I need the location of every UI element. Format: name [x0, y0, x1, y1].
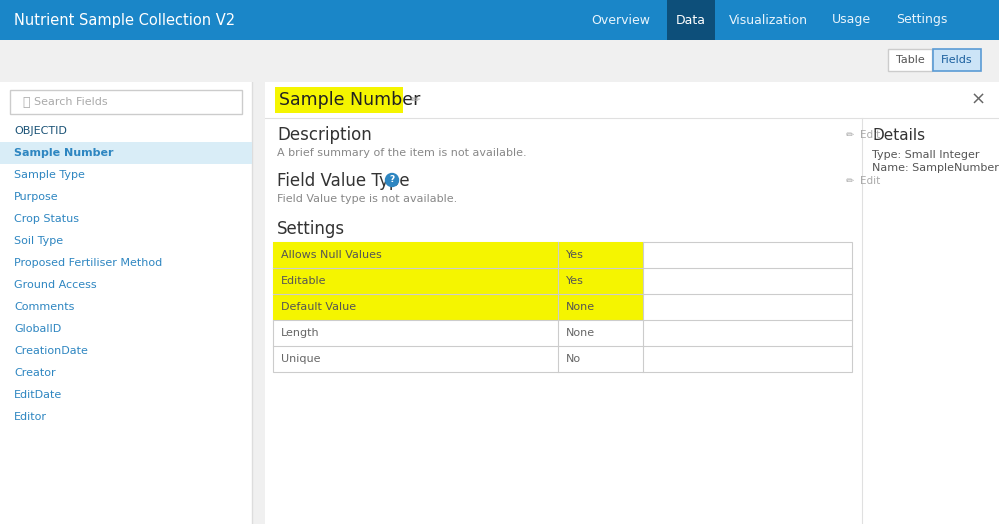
Text: Field Value Type: Field Value Type [277, 172, 410, 190]
Text: ×: × [970, 91, 986, 109]
Text: Proposed Fertiliser Method: Proposed Fertiliser Method [14, 258, 162, 268]
Text: Settings: Settings [277, 220, 345, 238]
Text: A brief summary of the item is not available.: A brief summary of the item is not avail… [277, 148, 526, 158]
Text: CreationDate: CreationDate [14, 346, 88, 356]
Text: Editor: Editor [14, 412, 47, 422]
Bar [0, 0, 999, 40]
Text: Editable: Editable [281, 276, 327, 286]
Text: Creator: Creator [14, 368, 56, 378]
Text: Sample Number: Sample Number [279, 91, 421, 109]
Bar [275, 87, 403, 113]
Bar [933, 49, 981, 71]
Circle shape [386, 173, 399, 187]
Text: Crop Status: Crop Status [14, 214, 79, 224]
Text: ✏: ✏ [846, 176, 854, 186]
Text: EditDate: EditDate [14, 390, 62, 400]
Bar [0, 82, 252, 524]
Text: Nutrient Sample Collection V2: Nutrient Sample Collection V2 [14, 13, 235, 27]
Text: Sample Type: Sample Type [14, 170, 85, 180]
Text: Settings: Settings [896, 14, 948, 27]
Bar [273, 268, 643, 294]
Text: Type: Small Integer: Type: Small Integer [872, 150, 979, 160]
Text: ✏: ✏ [846, 130, 854, 140]
Text: ✏: ✏ [411, 95, 421, 105]
Bar [0, 40, 999, 82]
Text: Length: Length [281, 328, 320, 338]
Bar [888, 49, 932, 71]
Text: None: None [566, 328, 595, 338]
Text: Yes: Yes [566, 276, 583, 286]
Text: Edit: Edit [860, 176, 880, 186]
Text: Field Value type is not available.: Field Value type is not available. [277, 194, 458, 204]
Text: No: No [566, 354, 581, 364]
Text: Soil Type: Soil Type [14, 236, 63, 246]
Bar [273, 242, 643, 268]
Text: Comments: Comments [14, 302, 74, 312]
Text: Data: Data [676, 14, 706, 27]
Text: Unique: Unique [281, 354, 321, 364]
Text: Yes: Yes [566, 250, 583, 260]
Text: Fields: Fields [941, 55, 973, 65]
Bar [667, 0, 715, 40]
Bar [265, 82, 999, 524]
Text: Sample Number: Sample Number [14, 148, 114, 158]
Text: Details: Details [872, 128, 925, 143]
Text: ?: ? [390, 176, 395, 184]
Text: Edit: Edit [860, 130, 880, 140]
Text: None: None [566, 302, 595, 312]
Text: Allows Null Values: Allows Null Values [281, 250, 382, 260]
Text: Purpose: Purpose [14, 192, 59, 202]
Bar [273, 242, 852, 372]
Text: Default Value: Default Value [281, 302, 356, 312]
Bar [273, 294, 643, 320]
Text: Description: Description [277, 126, 372, 144]
Text: Usage: Usage [831, 14, 870, 27]
Text: OBJECTID: OBJECTID [14, 126, 67, 136]
Text: Name: SampleNumber: Name: SampleNumber [872, 163, 999, 173]
Text: Table: Table [896, 55, 924, 65]
Text: ⌕: ⌕ [22, 95, 30, 108]
Text: Search Fields: Search Fields [34, 97, 108, 107]
Bar [10, 90, 242, 114]
Text: Ground Access: Ground Access [14, 280, 97, 290]
Text: GlobalID: GlobalID [14, 324, 61, 334]
Bar [0, 82, 999, 524]
Text: Visualization: Visualization [728, 14, 807, 27]
Bar [0, 142, 252, 164]
Text: Overview: Overview [591, 14, 650, 27]
